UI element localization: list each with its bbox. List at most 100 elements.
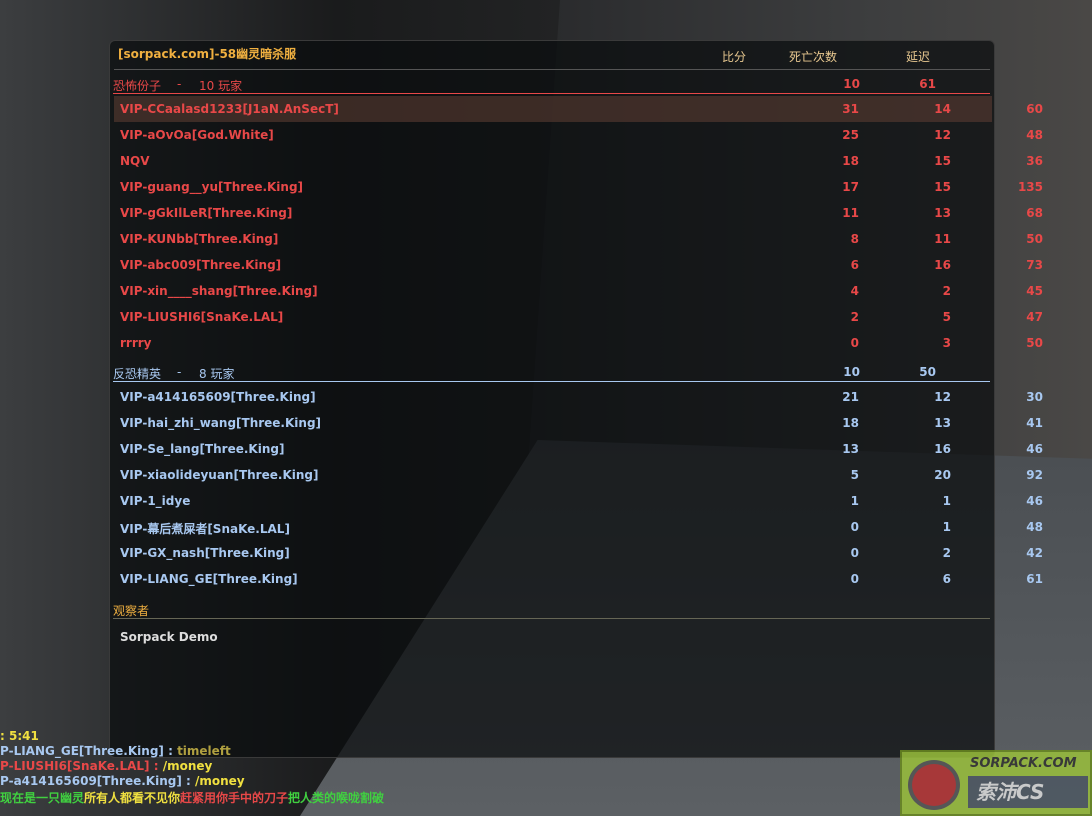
- player-deaths: 11: [934, 232, 951, 246]
- chat-segment: 现在是一只幽灵: [0, 791, 85, 805]
- player-name: VIP-1_idye: [120, 494, 191, 508]
- player-deaths: 15: [934, 154, 951, 168]
- player-latency: 50: [1026, 336, 1043, 350]
- chat-segment: : 5:41: [0, 729, 39, 743]
- player-name: VIP-LIUSHI6[SnaKe.LAL]: [120, 310, 284, 324]
- player-score: 4: [850, 284, 859, 298]
- player-score: 1: [850, 494, 859, 508]
- player-deaths: 5: [942, 310, 951, 324]
- player-row[interactable]: VIP-幕后煮屎者[SnaKe.LAL] 0 1 48: [114, 514, 1043, 540]
- player-row[interactable]: VIP-Se_lang[Three.King] 13 16 46: [114, 436, 1043, 462]
- logo-emblem-icon: [908, 760, 960, 810]
- logo-text-cn: 索沛CS: [968, 776, 1088, 808]
- player-deaths: 13: [934, 206, 951, 220]
- player-row[interactable]: VIP-abc009[Three.King] 6 16 73: [114, 252, 1043, 278]
- player-deaths: 13: [934, 416, 951, 430]
- player-score: 21: [842, 390, 859, 404]
- player-deaths: 1: [942, 520, 951, 534]
- player-name: VIP-gGkIlLeR[Three.King]: [120, 206, 293, 220]
- chat-segment: 把人类的喉咙割破: [288, 791, 385, 805]
- chat-line: P-LIANG_GE[Three.King] : timeleft: [0, 744, 231, 758]
- player-latency: 73: [1026, 258, 1043, 272]
- player-score: 11: [842, 206, 859, 220]
- chat-segment: P-LIANG_GE[Three.King] :: [0, 744, 178, 758]
- player-row[interactable]: VIP-KUNbb[Three.King] 8 11 50: [114, 226, 1043, 252]
- player-latency: 30: [1026, 390, 1043, 404]
- player-name: VIP-guang__yu[Three.King]: [120, 180, 304, 194]
- player-row[interactable]: VIP-CCaalasd1233[J1aN.AnSecT] 31 14 60: [114, 96, 1043, 122]
- chat-segment: timeleft: [177, 744, 231, 758]
- player-score: 0: [850, 336, 859, 350]
- chat-segment: P-LIUSHI6[SnaKe.LAL] :: [0, 759, 163, 773]
- player-name: NQV: [120, 154, 150, 168]
- player-score: 8: [850, 232, 859, 246]
- chat-segment: P-a414165609[Three.King] :: [0, 774, 195, 788]
- player-deaths: 6: [942, 572, 951, 586]
- chat-segment: /money: [162, 759, 213, 773]
- player-deaths: 16: [934, 258, 951, 272]
- player-row[interactable]: VIP-xin____shang[Three.King] 4 2 45: [114, 278, 1043, 304]
- cts-divider: [113, 381, 990, 382]
- cts-score: 10: [843, 365, 860, 379]
- player-score: 13: [842, 442, 859, 456]
- player-latency: 68: [1026, 206, 1043, 220]
- spectator-row[interactable]: Sorpack Demo: [114, 624, 992, 650]
- player-row[interactable]: VIP-GX_nash[Three.King] 0 2 42: [114, 540, 1043, 566]
- player-deaths: 12: [934, 128, 951, 142]
- player-row[interactable]: VIP-LIUSHI6[SnaKe.LAL] 2 5 47: [114, 304, 1043, 330]
- player-latency: 92: [1026, 468, 1043, 482]
- player-name: VIP-KUNbb[Three.King]: [120, 232, 279, 246]
- terrorists-latency: 61: [919, 77, 936, 91]
- terrorists-label: 恐怖份子: [113, 79, 162, 93]
- player-latency: 47: [1026, 310, 1043, 324]
- col-score: 比分: [722, 50, 747, 64]
- chat-line: 现在是一只幽灵所有人都看不见你赶紧用你手中的刀子把人类的喉咙割破: [0, 789, 384, 806]
- chat-segment: 赶紧用你手中的刀子: [180, 791, 289, 805]
- col-deaths: 死亡次数: [789, 50, 838, 64]
- player-row[interactable]: rrrry 0 3 50: [114, 330, 1043, 356]
- player-latency: 46: [1026, 494, 1043, 508]
- player-score: 25: [842, 128, 859, 142]
- player-row[interactable]: VIP-a414165609[Three.King] 21 12 30: [114, 384, 1043, 410]
- player-row[interactable]: VIP-gGkIlLeR[Three.King] 11 13 68: [114, 200, 1043, 226]
- player-name: VIP-GX_nash[Three.King]: [120, 546, 290, 560]
- player-latency: 135: [1017, 180, 1043, 194]
- player-score: 5: [850, 468, 859, 482]
- player-latency: 45: [1026, 284, 1043, 298]
- player-row[interactable]: VIP-LIANG_GE[Three.King] 0 6 61: [114, 566, 1043, 592]
- spectators-label: 观察者: [113, 604, 150, 618]
- player-name: VIP-xin____shang[Three.King]: [120, 284, 318, 298]
- cts-sep: -: [177, 365, 182, 379]
- player-name: VIP-a414165609[Three.King]: [120, 390, 316, 404]
- chat-segment: /money: [194, 774, 245, 788]
- player-name: VIP-LIANG_GE[Three.King]: [120, 572, 298, 586]
- player-score: 31: [842, 102, 859, 116]
- player-latency: 46: [1026, 442, 1043, 456]
- player-row[interactable]: VIP-hai_zhi_wang[Three.King] 18 13 41: [114, 410, 1043, 436]
- cts-latency: 50: [919, 365, 936, 379]
- player-deaths: 2: [942, 284, 951, 298]
- player-deaths: 2: [942, 546, 951, 560]
- player-row[interactable]: VIP-xiaolideyuan[Three.King] 5 20 92: [114, 462, 1043, 488]
- terrorists-score: 10: [843, 77, 860, 91]
- terrorists-header: 恐怖份子 - 10 玩家 10 61: [113, 77, 991, 93]
- player-latency: 48: [1026, 128, 1043, 142]
- player-name: VIP-Se_lang[Three.King]: [120, 442, 285, 456]
- player-name: VIP-CCaalasd1233[J1aN.AnSecT]: [120, 102, 339, 116]
- player-score: 6: [850, 258, 859, 272]
- player-row[interactable]: VIP-guang__yu[Three.King] 17 15 135: [114, 174, 1043, 200]
- player-row[interactable]: NQV 18 15 36: [114, 148, 1043, 174]
- player-latency: 48: [1026, 520, 1043, 534]
- player-latency: 41: [1026, 416, 1043, 430]
- player-row[interactable]: VIP-1_idye 1 1 46: [114, 488, 1043, 514]
- terrorists-count: 10 玩家: [199, 79, 243, 93]
- player-score: 18: [842, 416, 859, 430]
- chat-line: P-LIUSHI6[SnaKe.LAL] : /money: [0, 759, 212, 773]
- spectator-name: Sorpack Demo: [120, 630, 218, 644]
- player-latency: 36: [1026, 154, 1043, 168]
- terrorists-divider: [113, 93, 990, 94]
- player-score: 17: [842, 180, 859, 194]
- logo-text: SORPACK.COM: [970, 756, 1077, 771]
- player-latency: 42: [1026, 546, 1043, 560]
- player-row[interactable]: VIP-aOvOa[God.White] 25 12 48: [114, 122, 1043, 148]
